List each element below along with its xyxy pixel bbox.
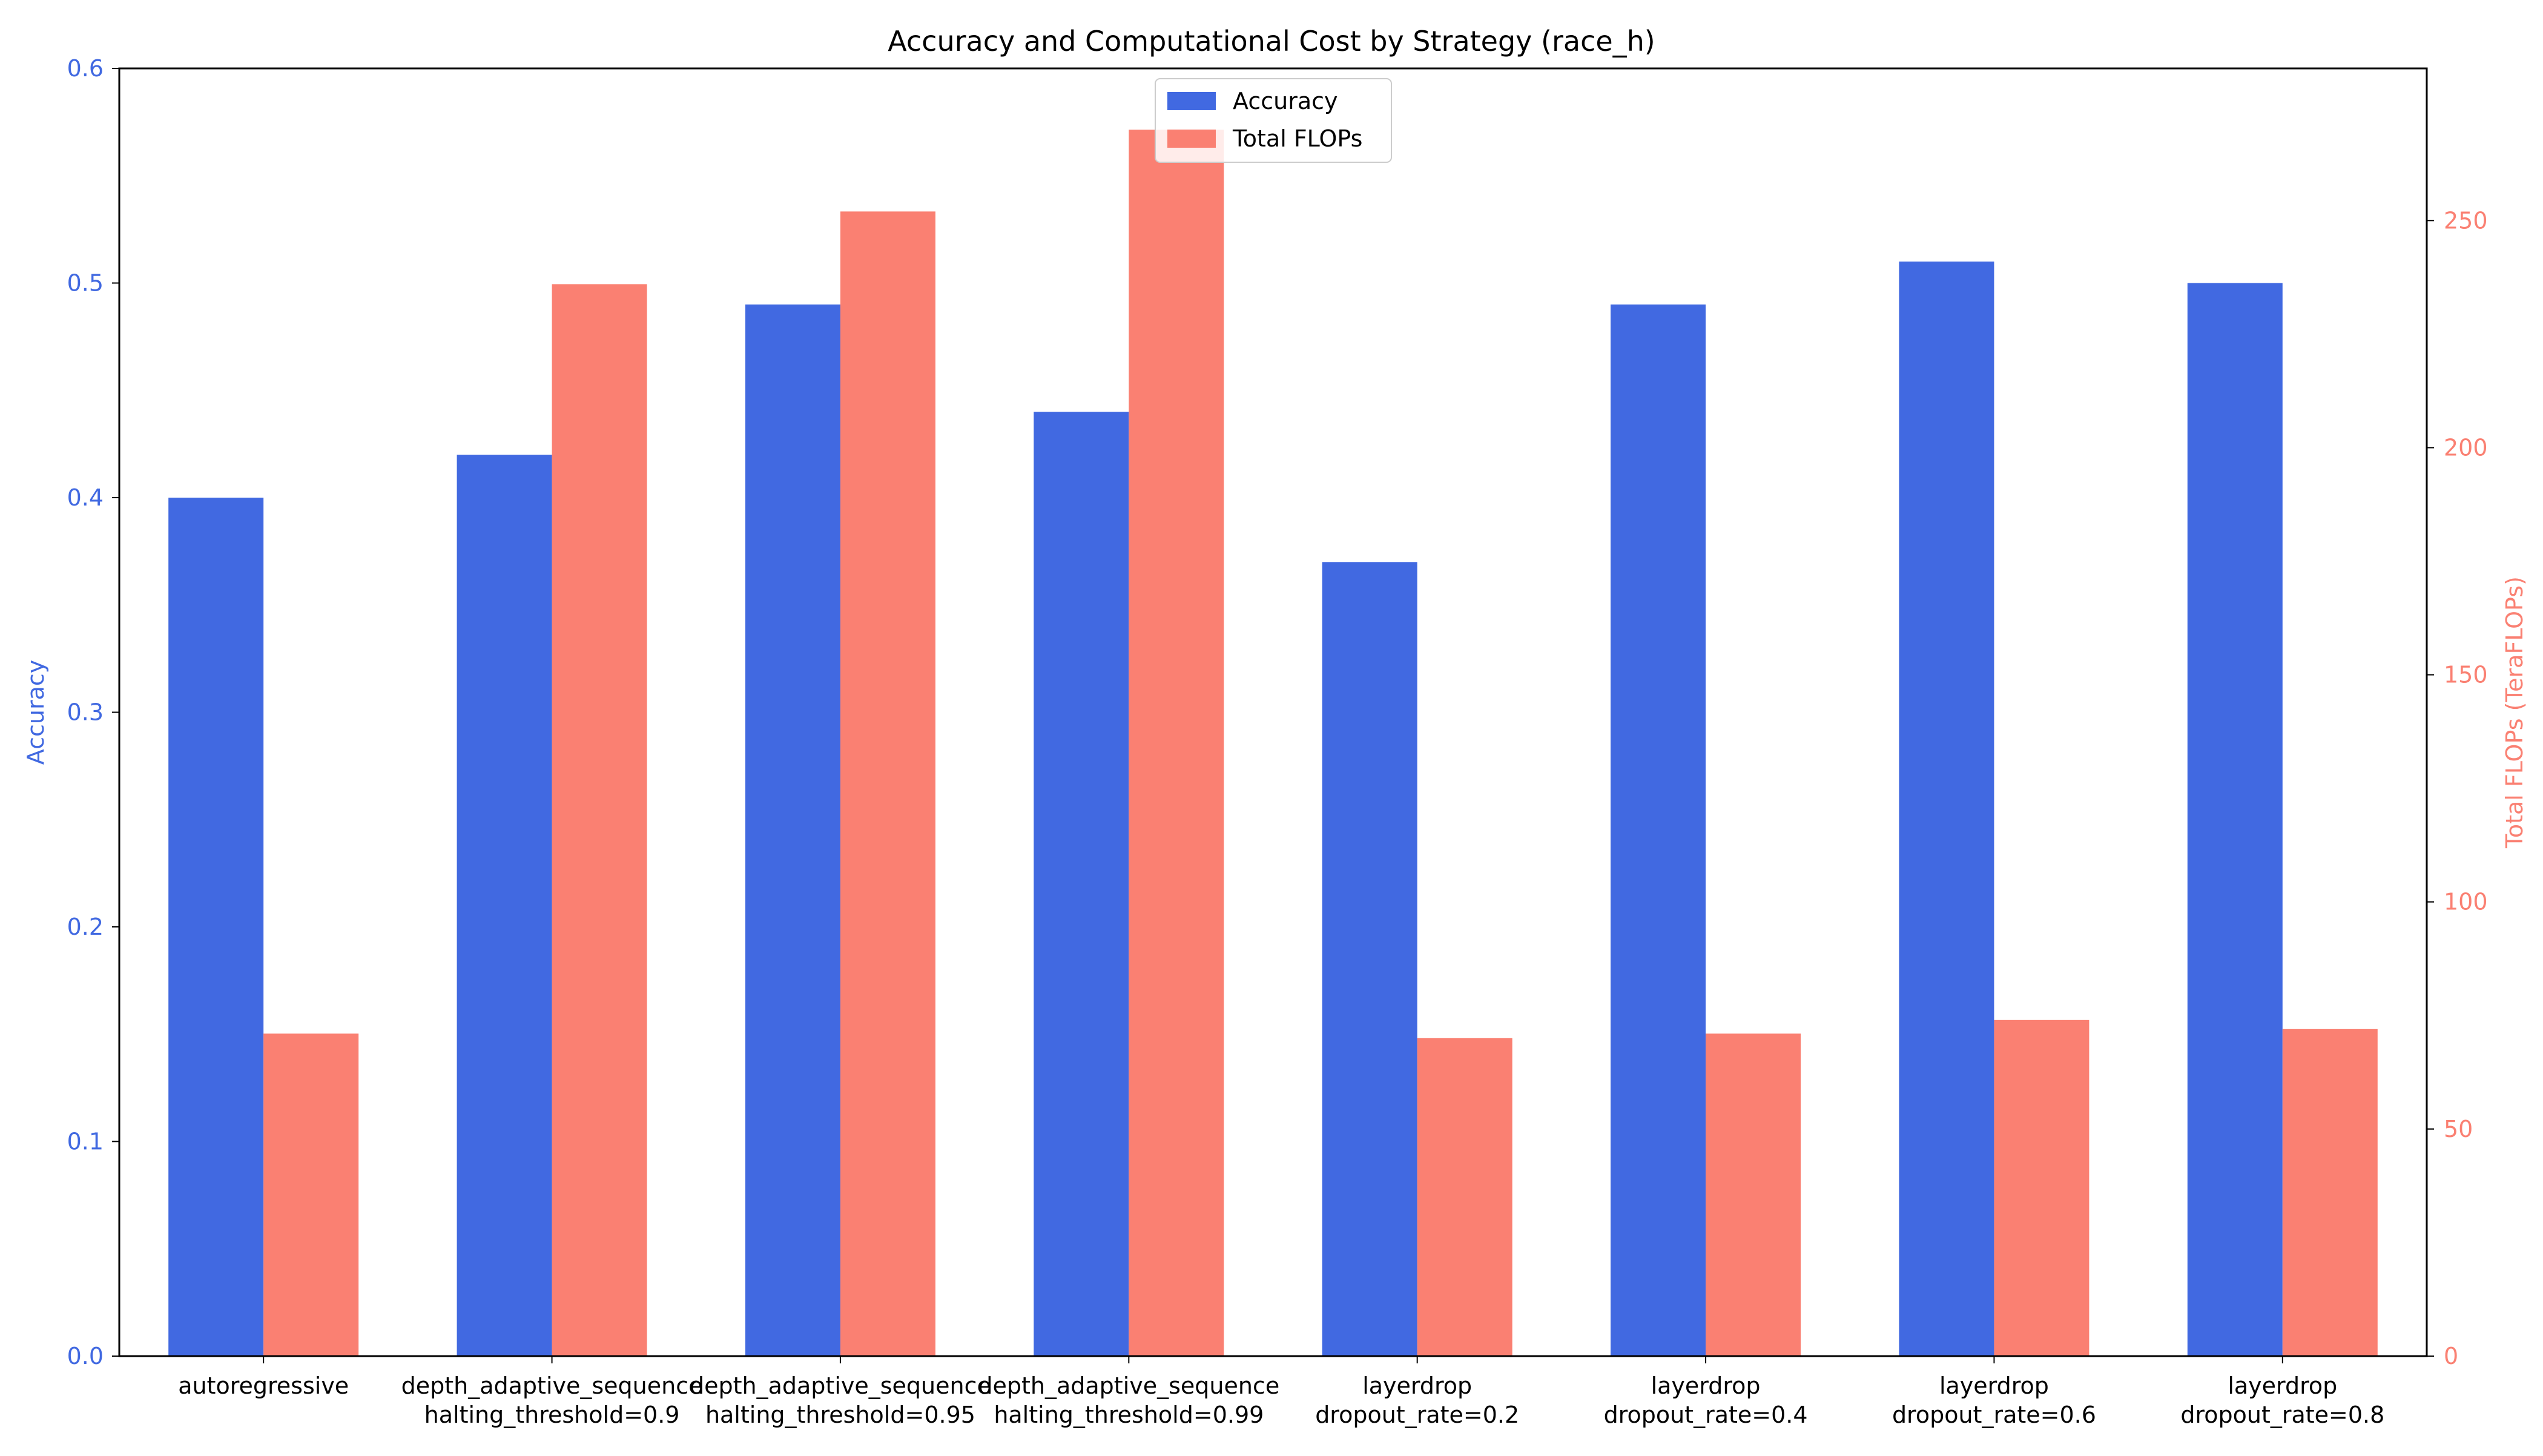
accuracy-bar <box>1034 412 1129 1357</box>
y-right-tick-label: 0 <box>2444 1343 2458 1369</box>
y-right-tick-label: 200 <box>2444 434 2488 461</box>
y-right-tick-label: 150 <box>2444 662 2488 688</box>
x-tick-label: dropout_rate=0.6 <box>1892 1402 2096 1428</box>
x-tick-label: depth_adaptive_sequence <box>401 1372 703 1399</box>
y-left-tick-label: 0.6 <box>67 55 104 82</box>
flops-series <box>263 130 2378 1356</box>
x-tick-label: dropout_rate=0.2 <box>1315 1402 1519 1428</box>
y-left-tick-label: 0.0 <box>67 1343 104 1369</box>
accuracy-bar <box>457 455 552 1356</box>
legend-label: Total FLOPs <box>1232 125 1362 152</box>
y-right-tick-label: 100 <box>2444 889 2488 915</box>
y-right-tick-label: 250 <box>2444 207 2488 234</box>
y-axis-left-label: Accuracy <box>22 660 49 765</box>
accuracy-bar <box>2187 283 2283 1356</box>
y-left-tick-label: 0.3 <box>67 699 104 726</box>
x-tick-label: halting_threshold=0.95 <box>705 1402 975 1428</box>
x-tick-label: layerdrop <box>1362 1372 1472 1399</box>
x-tick-label: depth_adaptive_sequence <box>978 1372 1279 1399</box>
y-right-tick-label: 50 <box>2444 1116 2473 1142</box>
y-axis-right-label: Total FLOPs (TeraFLOPs) <box>2501 576 2528 849</box>
flops-bar <box>840 211 935 1356</box>
legend-swatch <box>1167 92 1216 110</box>
x-tick-label: dropout_rate=0.8 <box>2180 1402 2384 1428</box>
flops-bar <box>1129 130 1224 1356</box>
flops-bar <box>1417 1038 1512 1356</box>
accuracy-bar <box>745 304 840 1357</box>
accuracy-bar <box>168 498 264 1356</box>
flops-bar <box>552 284 647 1356</box>
flops-bar <box>1706 1033 1801 1356</box>
legend-label: Accuracy <box>1233 88 1338 114</box>
x-tick-label: halting_threshold=0.9 <box>424 1402 680 1428</box>
y-left-tick-label: 0.1 <box>67 1128 104 1155</box>
accuracy-bar <box>1899 262 1994 1356</box>
x-tick-label: autoregressive <box>178 1372 349 1399</box>
flops-bar <box>1994 1020 2089 1356</box>
flops-bar <box>2282 1029 2378 1356</box>
legend-swatch <box>1167 130 1216 148</box>
accuracy-bar <box>1611 304 1706 1357</box>
axes: autoregressive depth_adaptive_sequencehal… <box>67 55 2488 1428</box>
x-tick-label: layerdrop <box>1939 1372 2049 1399</box>
x-tick-label: dropout_rate=0.4 <box>1604 1402 1808 1428</box>
x-tick-label: depth_adaptive_sequence <box>690 1372 991 1399</box>
x-tick-label: halting_threshold=0.99 <box>994 1402 1264 1428</box>
flops-bar <box>263 1033 359 1356</box>
accuracy-series <box>168 262 2283 1357</box>
legend: Accuracy Total FLOPs <box>1155 78 1392 163</box>
accuracy-bar <box>1322 562 1417 1356</box>
x-tick-label: layerdrop <box>1651 1372 1761 1399</box>
y-left-tick-label: 0.4 <box>67 484 104 511</box>
chart-title: Accuracy and Computational Cost by Strat… <box>888 25 1655 58</box>
x-tick-label: layerdrop <box>2228 1372 2337 1399</box>
y-left-tick-label: 0.5 <box>67 270 104 297</box>
y-left-tick-label: 0.2 <box>67 914 104 940</box>
